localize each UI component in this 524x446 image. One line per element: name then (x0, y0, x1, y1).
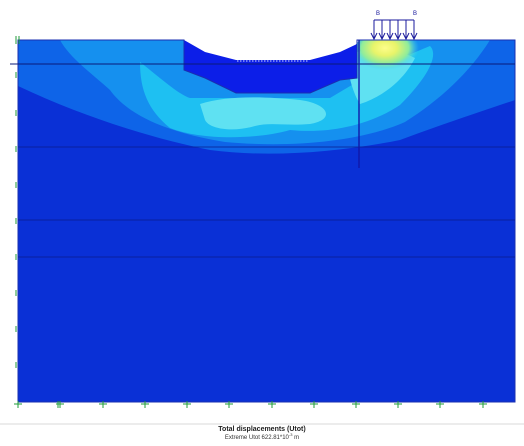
left-boundary-fixities (15, 36, 20, 368)
caption-extreme-value: Extreme Utot 622.81*10-3 m (0, 432, 524, 442)
load-label-right: B (413, 11, 417, 17)
excavation-region (184, 40, 357, 93)
contour-hotspot (351, 40, 419, 70)
distributed-load-icon (370, 19, 418, 41)
bottom-boundary-fixities (14, 401, 487, 408)
displacement-contour-field (18, 40, 515, 402)
extreme-exponent: -3 (288, 432, 293, 438)
output-caption: Total displacements (Utot) Extreme Utot … (0, 426, 524, 446)
extreme-unit: m (294, 435, 300, 442)
model-boundary (17, 39, 516, 403)
extreme-prefix: Extreme Utot 622.81*10 (224, 435, 289, 442)
load-label-left: B (376, 11, 380, 17)
caption-title: Total displacements (Utot) (218, 426, 306, 433)
contour-band-lightcyan (200, 97, 327, 130)
